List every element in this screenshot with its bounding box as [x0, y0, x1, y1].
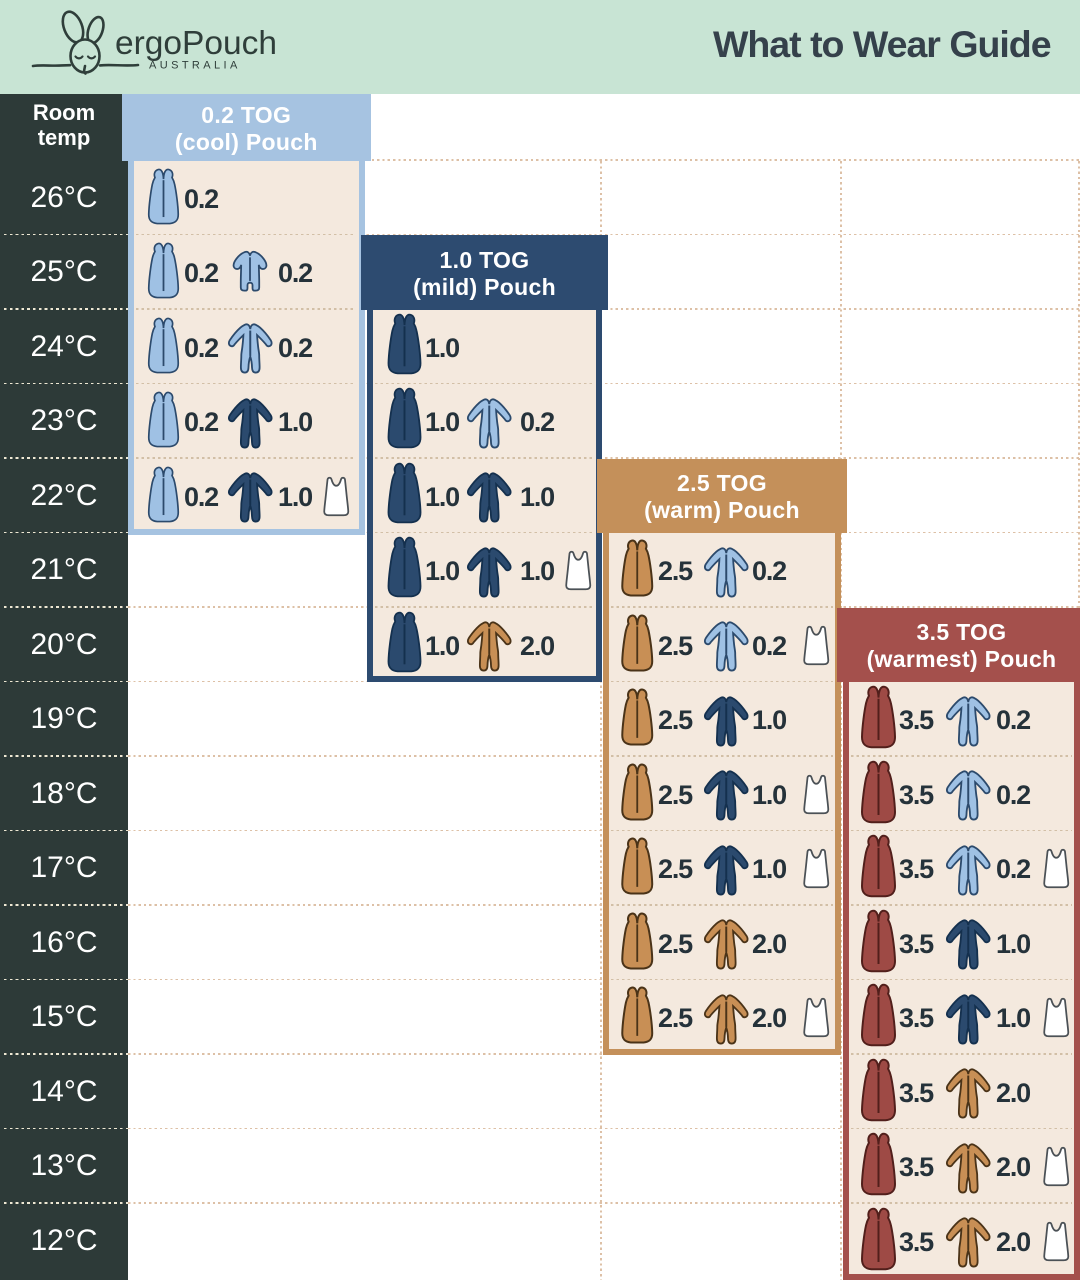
- svg-text:ergoPouch: ergoPouch: [115, 25, 277, 62]
- svg-text:AUSTRALIA: AUSTRALIA: [149, 60, 241, 72]
